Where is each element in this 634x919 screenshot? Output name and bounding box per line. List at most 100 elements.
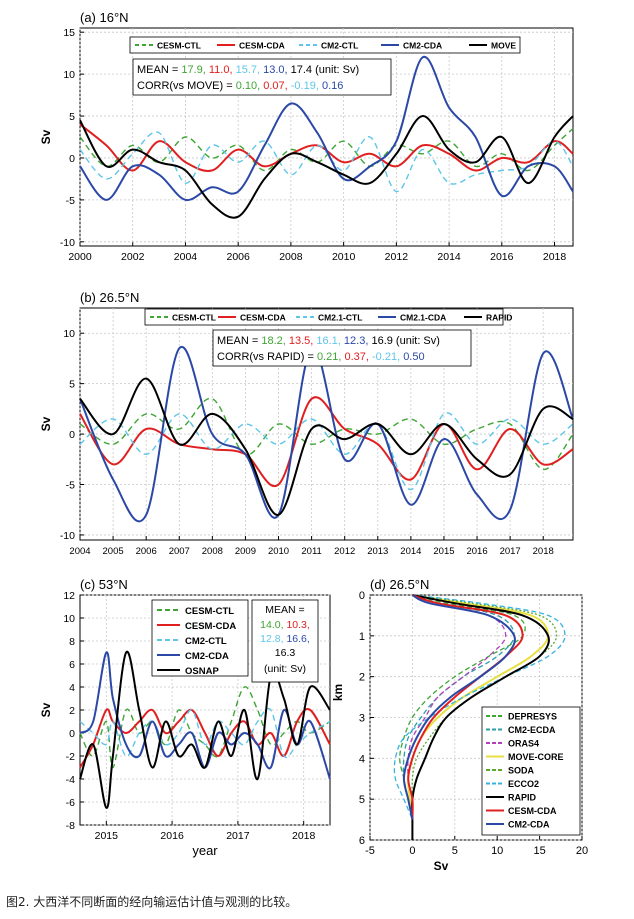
stats-corr-value: 0.21,	[317, 351, 345, 363]
y-tick-label: -5	[66, 480, 75, 492]
y-tick-label: 12	[63, 590, 75, 602]
stats-box: MEAN = 17.9, 11.0, 15.7, 13.0, 17.4 (uni…	[132, 58, 392, 96]
stats-corr-value: 0.07,	[263, 80, 291, 92]
y-tick-label: 4	[69, 682, 75, 694]
legend-box	[144, 308, 504, 326]
stats-mean-label: MEAN =	[265, 604, 304, 616]
stats-mean-value: 17.4 (unit: Sv)	[291, 64, 359, 76]
x-tick-label: 10	[491, 845, 503, 857]
series-line-move	[79, 115, 574, 219]
stats-corr-value: 0.37,	[344, 351, 372, 363]
stats-mean-value: 13.5,	[289, 335, 317, 347]
x-tick-label: 2006	[227, 251, 251, 263]
x-tick-label: 2016	[160, 830, 184, 842]
x-tick-label: 2000	[68, 251, 92, 263]
y-tick-label: 10	[63, 69, 75, 81]
x-tick-label: 2002	[121, 251, 145, 263]
stats-mean-line: 12.8, 16.6,	[260, 633, 310, 645]
y-tick-label: 0	[359, 590, 365, 602]
legend-entry: MOVE	[491, 41, 516, 51]
legend-entry: OSNAP	[185, 666, 219, 677]
series-line-soda	[411, 594, 558, 820]
y-tick-label: 5	[69, 111, 75, 123]
series-line-rapid	[79, 377, 574, 516]
stats-mean-value: 13.0,	[263, 64, 291, 76]
legend: CESM-CTL CESM-CDA CM2-CTL CM2-CDA MOVE	[129, 36, 521, 54]
y-tick-label: -8	[66, 820, 75, 832]
stats-mean-value: 14.0,	[260, 619, 286, 631]
stats-mean-line: 16.3	[275, 647, 296, 659]
stats-corr-line: CORR(vs MOVE) = 0.10, 0.07, -0.19, 0.16	[137, 80, 343, 92]
stats-mean-label: MEAN =	[137, 64, 181, 76]
y-tick-label: 8	[69, 636, 75, 648]
y-tick-label: 15	[63, 27, 75, 39]
x-tick-label: 2004	[69, 546, 90, 557]
y-tick-label: -4	[66, 774, 75, 786]
x-tick-label: 2015	[433, 546, 454, 557]
x-tick-label: 2015	[95, 830, 119, 842]
y-tick-label: 0	[69, 153, 75, 165]
series-line-cm2-cda	[402, 594, 516, 820]
stats-mean-value: 17.9,	[181, 64, 209, 76]
x-tick-label: 2017	[500, 546, 521, 557]
stats-frame	[132, 58, 392, 96]
y-tick-label: -10	[60, 237, 75, 249]
panel-title: (a) 16°N	[80, 10, 129, 25]
y-tick-label: 3	[359, 713, 365, 725]
stats-corr-value: 0.50	[403, 351, 424, 363]
stats-mean-value: 12.8,	[260, 633, 286, 645]
panel-a: 2000 2002 2004 2006 2008 2010 2012 2014 2016 2018…	[39, 10, 574, 263]
stats-mean-value: 12.3,	[344, 335, 372, 347]
y-tick-label: 1	[359, 631, 365, 643]
stats-corr-label: CORR(vs MOVE) =	[137, 80, 236, 92]
legend-entry: CM2-CDA	[403, 41, 442, 51]
stats-mean-value: 15.7,	[236, 64, 264, 76]
x-tick-label: -5	[365, 845, 375, 857]
series-line-cm2-cda	[79, 651, 331, 780]
y-tick-label: -5	[66, 195, 75, 207]
y-axis-label: Sv	[39, 702, 53, 717]
legend-entry: RAPID	[508, 793, 537, 803]
y-tick-label: -10	[60, 530, 75, 542]
y-tick-label: 0	[69, 429, 75, 441]
legend: CESM-CTL CESM-CDA CM2.1-CTL CM2.1-CDA RAPID	[144, 308, 512, 326]
x-tick-label: 5	[452, 845, 458, 857]
legend-entry: SODA	[508, 766, 535, 776]
panel-title: (d) 26.5°N	[370, 577, 429, 592]
y-axis-label: Sv	[39, 129, 53, 144]
legend-entry: CM2-CTL	[185, 636, 227, 647]
x-tick-label: 2018	[533, 546, 554, 557]
legend-entry: CM2.1-CDA	[400, 313, 446, 323]
y-tick-label: 5	[69, 379, 75, 391]
x-tick-label: 2012	[334, 546, 355, 557]
legend-box	[129, 36, 521, 54]
stats-mean-value: 16.9 (unit: Sv)	[371, 335, 439, 347]
stats-frame	[251, 599, 319, 683]
x-tick-label: 2008	[202, 546, 223, 557]
figure-canvas: 2000 2002 2004 2006 2008 2010 2012 2014 2016 2018…	[39, 10, 588, 873]
stats-box: MEAN = 18.2, 13.5, 16.1, 12.3, 16.9 (uni…	[212, 329, 472, 367]
x-tick-label: 2017	[226, 830, 250, 842]
y-axis-label: Sv	[39, 416, 53, 431]
stats-mean-label: MEAN =	[217, 335, 261, 347]
stats-mean-value: 16.6,	[286, 633, 309, 645]
series-line-cesm-cda	[407, 594, 524, 820]
x-axis-label: Sv	[434, 859, 449, 873]
panel-b: 2004 2005 2006 2007 2008 2009 2010 2011 2012 2013…	[39, 290, 574, 557]
stats-corr-label: CORR(vs RAPID) =	[217, 351, 317, 363]
legend-box	[151, 599, 249, 677]
x-tick-label: 2007	[169, 546, 190, 557]
x-tick-label: 15	[533, 845, 545, 857]
stats-corr-value: -0.21,	[372, 351, 403, 363]
legend-entry: CESM-CTL	[172, 313, 216, 323]
legend-entry: DEPRESYS	[508, 712, 557, 722]
stats-mean-line: MEAN = 17.9, 11.0, 15.7, 13.0, 17.4 (uni…	[137, 64, 359, 76]
legend: DEPRESYS CM2-ECDA ORAS4 MOVE-CORE SODA ECCO2 R…	[481, 706, 581, 836]
x-tick-label: 2008	[279, 251, 303, 263]
y-axis-label: km	[331, 684, 345, 701]
x-tick-label: 0	[409, 845, 415, 857]
legend: CESM-CTL CESM-CDA CM2-CTL CM2-CDA OSNAP	[151, 599, 249, 677]
y-tick-label: 10	[63, 613, 75, 625]
stats-frame	[212, 329, 472, 367]
legend-entry: ORAS4	[508, 739, 539, 749]
